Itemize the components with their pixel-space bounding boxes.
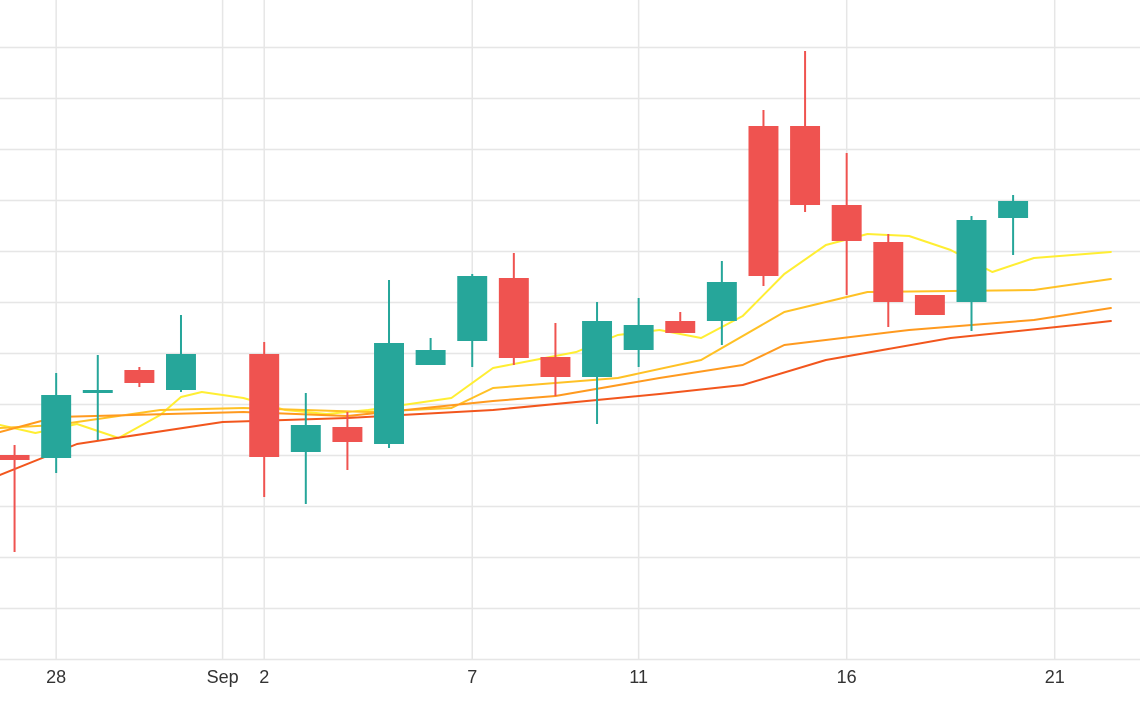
- candle-up: [415, 338, 446, 365]
- candle-down: [124, 367, 155, 387]
- candle-body: [748, 126, 779, 276]
- candle-body: [332, 427, 363, 442]
- candle-body: [290, 425, 321, 452]
- candle-body: [873, 242, 904, 302]
- candle-body: [831, 205, 862, 241]
- candle-up: [374, 280, 404, 448]
- moving-average-line-4: [0, 320, 1112, 476]
- x-tick-label: 28: [46, 667, 66, 687]
- x-tick-label: 2: [259, 667, 269, 687]
- x-tick-label: 21: [1045, 667, 1065, 687]
- candle-down: [249, 342, 280, 497]
- candle-body: [790, 126, 821, 205]
- candle-body: [582, 321, 613, 377]
- candle-up: [582, 302, 613, 424]
- candle-body: [540, 357, 571, 377]
- x-tick-label: 7: [467, 667, 477, 687]
- candle-body: [706, 282, 737, 321]
- x-tick-label: Sep: [207, 667, 239, 687]
- candle-body: [457, 276, 488, 341]
- candle-body: [124, 370, 155, 383]
- candle-down: [748, 110, 779, 286]
- x-axis: 28 Sep 2 7 11 16 21: [46, 667, 1065, 687]
- candle-body: [41, 395, 72, 458]
- candle-down: [790, 51, 821, 212]
- candle-up: [998, 195, 1029, 255]
- candle-down: [0, 445, 30, 552]
- candle-up: [956, 216, 987, 331]
- candle-up: [82, 355, 113, 440]
- moving-average-line-2: [0, 278, 1112, 429]
- candle-down: [498, 253, 529, 365]
- candle-body: [374, 343, 404, 444]
- candle-up: [457, 274, 488, 367]
- candle-body: [623, 325, 654, 350]
- candle-down: [914, 295, 945, 315]
- candle-up: [290, 393, 321, 504]
- grid: [0, 0, 1140, 661]
- candle-up: [706, 261, 737, 345]
- candle-body: [249, 354, 280, 457]
- candle-down: [540, 323, 571, 396]
- candle-down: [332, 412, 363, 470]
- candle-down: [831, 153, 862, 295]
- candle-up: [166, 315, 196, 392]
- candles: [0, 51, 1029, 552]
- candle-body: [82, 390, 113, 393]
- candle-body: [498, 278, 529, 358]
- candle-body: [998, 201, 1029, 218]
- candle-body: [0, 455, 30, 460]
- candle-body: [166, 354, 196, 390]
- moving-average-line-3: [0, 307, 1112, 433]
- x-tick-label: 11: [629, 667, 648, 687]
- candle-body: [914, 295, 945, 315]
- candle-up: [41, 373, 72, 473]
- candle-body: [665, 321, 696, 333]
- x-tick-label: 16: [837, 667, 857, 687]
- candle-body: [415, 350, 446, 365]
- candle-up: [623, 298, 654, 367]
- candle-down: [665, 312, 696, 333]
- candle-body: [956, 220, 987, 302]
- candle-down: [873, 234, 904, 327]
